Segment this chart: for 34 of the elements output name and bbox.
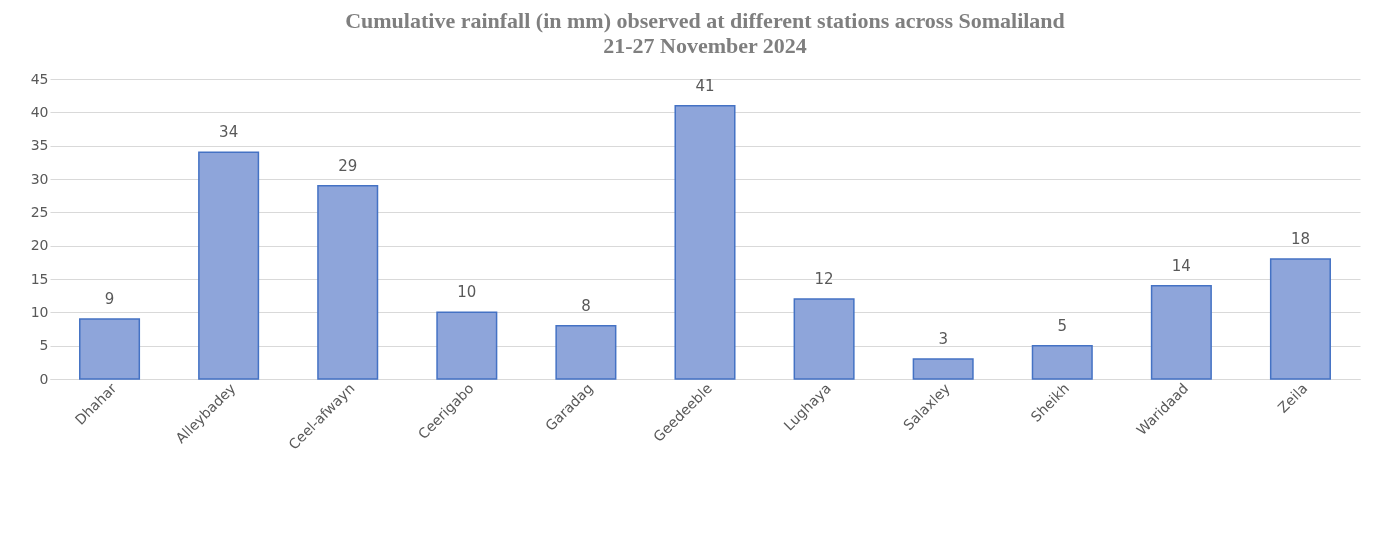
data-label: 12 — [814, 270, 834, 288]
data-label: 10 — [457, 283, 477, 302]
y-tick-label: 35 — [30, 137, 49, 154]
bar — [555, 324, 617, 380]
y-tick-label: 10 — [30, 303, 49, 320]
data-label: 9 — [104, 290, 115, 308]
data-label: 34 — [219, 123, 239, 142]
data-label: 29 — [338, 156, 358, 175]
y-tick-label: 5 — [39, 337, 49, 354]
data-label: 18 — [1290, 230, 1310, 248]
bar — [317, 184, 379, 380]
y-tick-label: 45 — [30, 70, 49, 87]
y-tick-label: 0 — [39, 370, 49, 387]
data-label: 8 — [581, 296, 591, 315]
bar — [793, 298, 855, 380]
bar — [912, 358, 974, 380]
y-tick-label: 20 — [30, 237, 49, 254]
bar — [79, 318, 141, 380]
y-tick-label: 40 — [30, 103, 49, 120]
bar — [1031, 344, 1093, 380]
data-label: 41 — [695, 76, 715, 95]
chart-title: Cumulative rainfall (in mm) observed at different stations across Somaliland — [345, 8, 1065, 33]
data-label: 14 — [1171, 256, 1191, 275]
chart-subtitle: 21-27 November 2024 — [603, 33, 807, 58]
bar — [1150, 284, 1212, 380]
bar — [198, 151, 260, 380]
y-tick-label: 15 — [30, 270, 49, 287]
y-tick-label: 25 — [30, 203, 49, 220]
data-label: 5 — [1057, 316, 1068, 335]
y-tick-label: 30 — [30, 170, 49, 187]
data-label: 3 — [938, 330, 948, 348]
bar — [674, 104, 736, 380]
bar — [436, 311, 498, 380]
bar — [1269, 258, 1331, 380]
